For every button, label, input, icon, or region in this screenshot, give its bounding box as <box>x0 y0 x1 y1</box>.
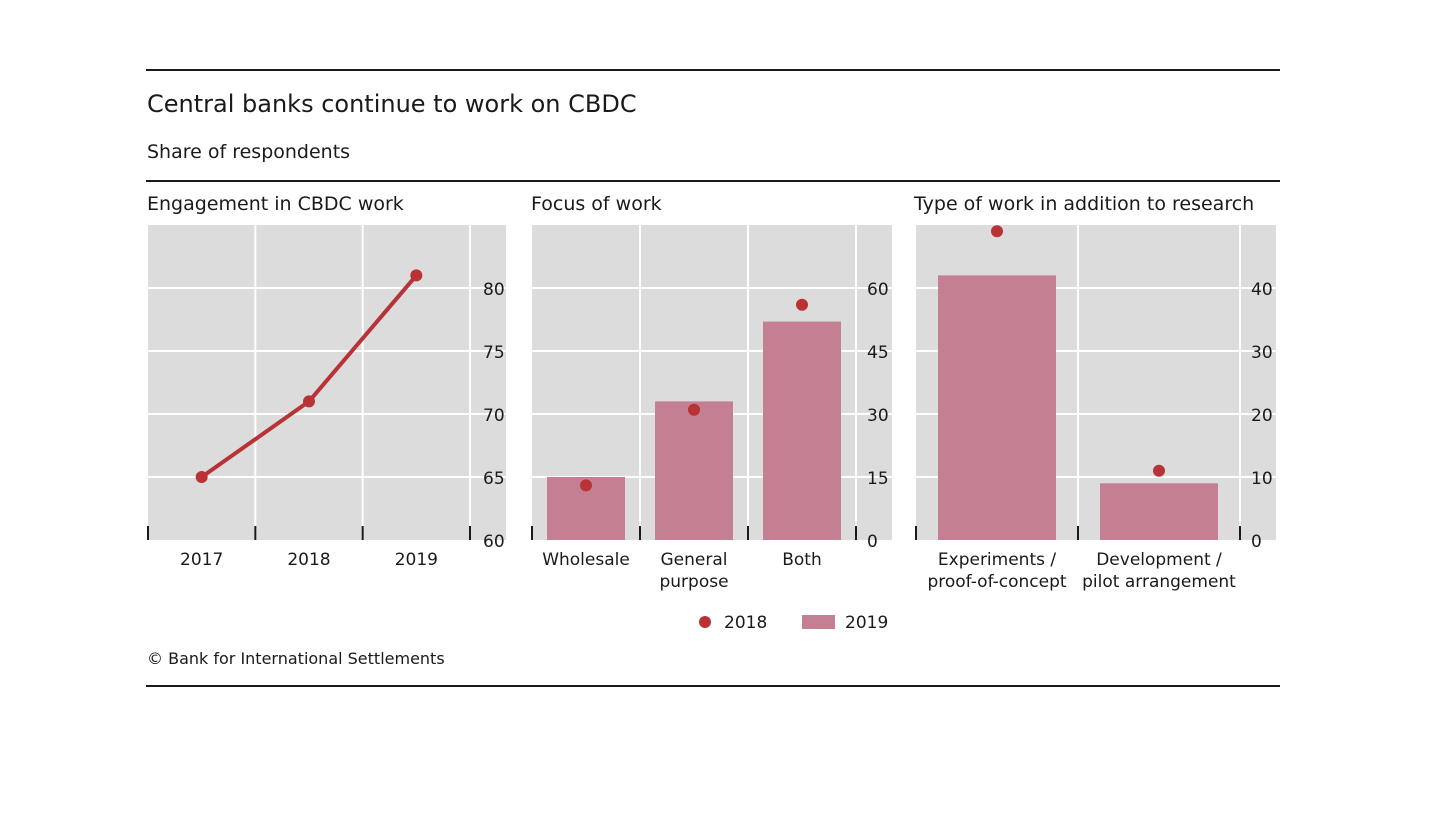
chart-panel-0: 60 65 70 75 80 2017 2018 2019 <box>147 225 506 570</box>
chart-panel-2: 0 10 20 30 40 Experiments /proof-of-concept De… <box>915 225 1276 592</box>
y-tick-label: 30 <box>867 406 889 426</box>
x-category-label: 2019 <box>395 550 438 570</box>
engagement-point <box>195 471 208 483</box>
y-tick-label: 10 <box>1251 469 1273 489</box>
x-category-label: 2018 <box>287 550 330 570</box>
bar-2019 <box>655 401 733 540</box>
bar-2019 <box>1100 483 1218 540</box>
panel-title-focus: Focus of work <box>531 193 662 215</box>
bar-2019 <box>763 321 841 540</box>
y-tick-label: 30 <box>1251 343 1273 363</box>
panel-title-type: Type of work in addition to research <box>914 193 1255 215</box>
dot-2018 <box>991 225 1003 238</box>
engagement-point <box>303 395 315 408</box>
x-category-label: Wholesale <box>542 550 630 570</box>
dot-2018 <box>580 479 592 492</box>
legend: 2018 2019 <box>699 613 888 633</box>
bar-2019 <box>938 275 1056 540</box>
y-tick-label: 75 <box>483 343 505 363</box>
dot-2018 <box>1153 464 1165 477</box>
y-tick-label: 0 <box>867 532 878 552</box>
y-tick-label: 65 <box>483 469 505 489</box>
bottom-rule <box>146 685 1280 687</box>
y-tick-label: 60 <box>483 532 505 552</box>
x-category-label: 2017 <box>180 550 223 570</box>
y-tick-label: 40 <box>1251 280 1273 300</box>
y-tick-label: 20 <box>1251 406 1273 426</box>
x-category-label: Development / <box>1096 550 1222 570</box>
panel-title-engagement: Engagement in CBDC work <box>147 193 404 215</box>
dot-2018 <box>688 403 700 416</box>
page-subtitle: Share of respondents <box>147 141 351 163</box>
dot-2018 <box>796 298 808 311</box>
top-rule <box>146 69 1280 71</box>
legend-label-2018: 2018 <box>724 613 767 633</box>
x-category-label: proof-of-concept <box>927 572 1066 592</box>
y-tick-label: 45 <box>867 343 889 363</box>
legend-bar-2019 <box>802 615 835 629</box>
x-category-label: pilot arrangement <box>1082 572 1236 592</box>
y-tick-label: 0 <box>1251 532 1262 552</box>
x-category-label: General <box>661 550 728 570</box>
x-category-label: Both <box>782 550 822 570</box>
y-tick-label: 60 <box>867 280 889 300</box>
y-tick-label: 80 <box>483 280 505 300</box>
y-tick-label: 70 <box>483 406 505 426</box>
x-category-label: purpose <box>659 572 728 592</box>
page-title: Central banks continue to work on CBDC <box>147 90 637 118</box>
copyright-footer: © Bank for International Settlements <box>147 649 445 668</box>
legend-label-2019: 2019 <box>845 613 888 633</box>
x-category-label: Experiments / <box>938 550 1056 570</box>
engagement-point <box>410 269 423 282</box>
legend-dot-2018 <box>699 616 711 628</box>
y-tick-label: 15 <box>867 469 889 489</box>
header-rule <box>146 180 1280 182</box>
